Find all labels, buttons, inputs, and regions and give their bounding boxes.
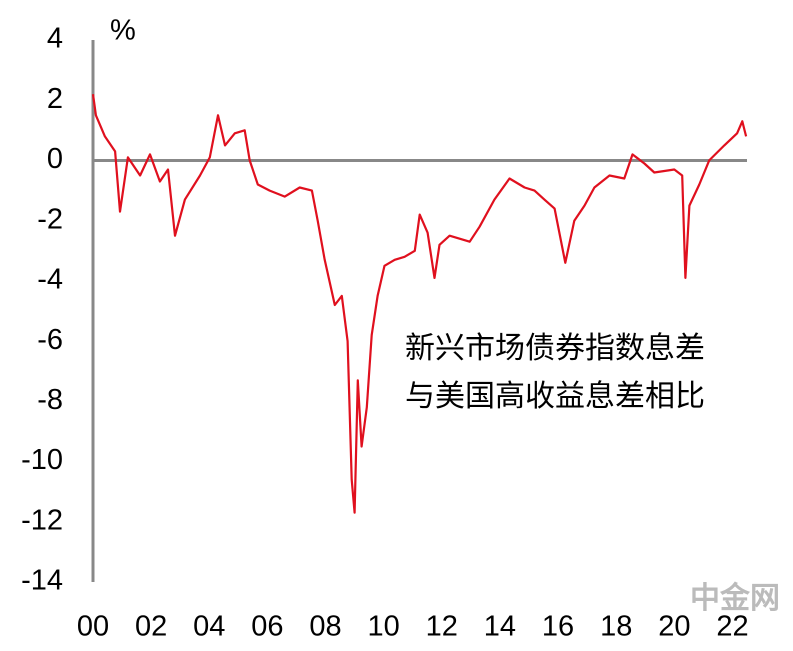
annotation: 新兴市场债券指数息差 (405, 332, 705, 365)
annotation: 与美国高收益息差相比 (405, 380, 705, 413)
y-tick-label: 0 (47, 143, 63, 175)
x-tick-label: 10 (368, 611, 400, 643)
x-tick-label: 02 (135, 611, 167, 643)
x-tick-label: 12 (426, 611, 458, 643)
y-tick-label: -2 (37, 203, 63, 235)
x-tick-label: 04 (193, 611, 225, 643)
x-tick-label: 18 (600, 611, 632, 643)
x-tick-label: 14 (484, 611, 516, 643)
y-tick-label: 4 (47, 23, 63, 55)
y-tick-label: -8 (37, 384, 63, 416)
x-tick-label: 08 (309, 611, 341, 643)
data-line (91, 94, 748, 514)
x-tick-label: 06 (251, 611, 283, 643)
x-tick-label: 22 (716, 611, 748, 643)
x-tick-label: 00 (77, 611, 109, 643)
y-tick-label: -12 (21, 504, 63, 536)
x-tick-label: 20 (658, 611, 690, 643)
y-tick-label: -14 (21, 565, 63, 597)
y-tick-label: -10 (21, 444, 63, 476)
watermark: 中金网 (690, 581, 780, 615)
y-axis-label: % (110, 15, 136, 47)
y-tick-label: -4 (37, 264, 63, 296)
x-tick-label: 16 (542, 611, 574, 643)
y-tick-label: 2 (47, 83, 63, 115)
y-tick-label: -6 (37, 324, 63, 356)
